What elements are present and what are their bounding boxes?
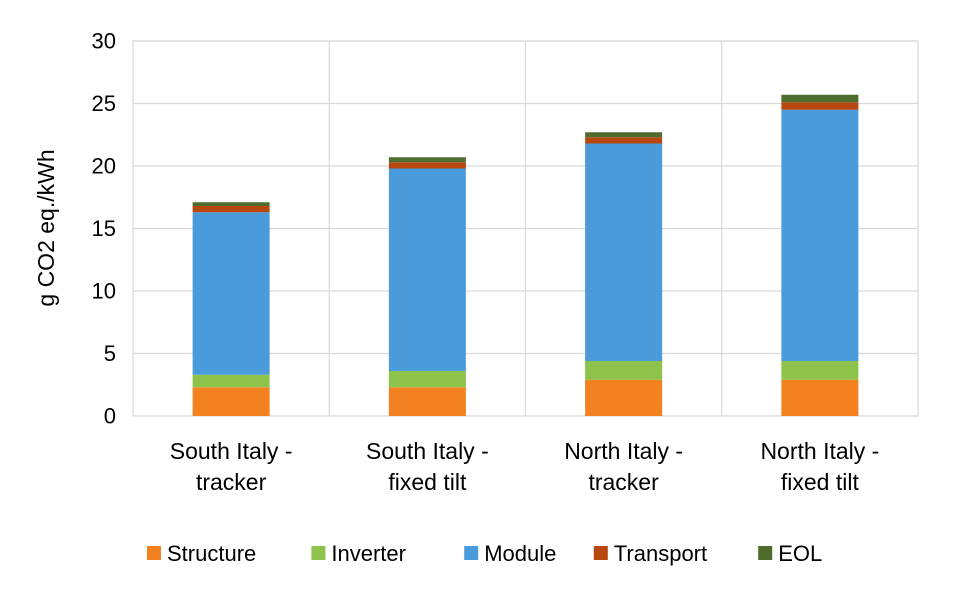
legend-swatch <box>593 546 608 560</box>
legend-item-structure: Structure <box>147 541 256 566</box>
bar-stack <box>585 132 663 416</box>
bar-segment-structure <box>781 379 859 416</box>
bar-stack <box>192 202 270 416</box>
legend-label: Transport <box>614 541 707 566</box>
legend-item-transport: Transport <box>593 541 707 566</box>
bar-segment-structure <box>585 379 663 416</box>
bars <box>192 94 859 416</box>
y-tick-label: 25 <box>92 91 116 116</box>
bar-segment-module <box>781 109 859 361</box>
y-tick-label: 30 <box>92 29 116 54</box>
bar-segment-eol <box>388 157 466 163</box>
bar-segment-module <box>388 168 466 371</box>
legend-swatch <box>464 546 479 560</box>
bar-segment-module <box>192 212 270 375</box>
y-tick-label: 15 <box>92 216 116 241</box>
bar-segment-inverter <box>192 374 270 388</box>
legend-item-module: Module <box>464 541 556 566</box>
bar-segment-structure <box>388 387 466 416</box>
bar-segment-inverter <box>585 361 663 380</box>
x-tick-label: North Italy -fixed tilt <box>760 438 879 495</box>
legend-item-eol: EOL <box>758 541 822 566</box>
x-tick-label: South Italy -tracker <box>170 438 293 495</box>
x-tick-label: North Italy -tracker <box>564 438 683 495</box>
y-axis-title: g CO2 eq./kWh <box>33 149 59 306</box>
bar-segment-eol <box>192 202 270 206</box>
bar-segment-eol <box>781 94 859 103</box>
legend-swatch <box>147 546 161 560</box>
bar-segment-inverter <box>781 361 859 380</box>
legend-swatch <box>758 546 773 560</box>
bar-segment-inverter <box>388 371 466 388</box>
y-tick-label: 0 <box>104 404 116 429</box>
bar-segment-transport <box>585 137 663 144</box>
bar-segment-transport <box>781 102 859 110</box>
bar-stack <box>388 157 466 416</box>
legend-swatch <box>311 546 326 560</box>
y-tick-label: 10 <box>92 279 116 304</box>
bar-segment-module <box>585 143 663 361</box>
legend-label: Structure <box>167 541 256 566</box>
y-tick-label: 5 <box>104 341 116 366</box>
bar-segment-eol <box>585 132 663 138</box>
y-tick-label: 20 <box>92 154 116 179</box>
legend-item-inverter: Inverter <box>311 541 406 566</box>
bar-segment-transport <box>192 206 270 213</box>
axes: 0 5 10 15 20 25 30 South Italy -tracker South It… <box>92 29 880 496</box>
x-tick-label: South Italy -fixed tilt <box>366 438 489 495</box>
bar-stack <box>781 94 859 416</box>
legend-label: Inverter <box>331 541 406 566</box>
legend-label: Module <box>484 541 556 566</box>
legend: Structure Inverter Module Transport EOL <box>147 541 822 566</box>
bar-segment-structure <box>192 387 270 416</box>
bar-segment-transport <box>388 162 466 169</box>
legend-label: EOL <box>778 541 822 566</box>
